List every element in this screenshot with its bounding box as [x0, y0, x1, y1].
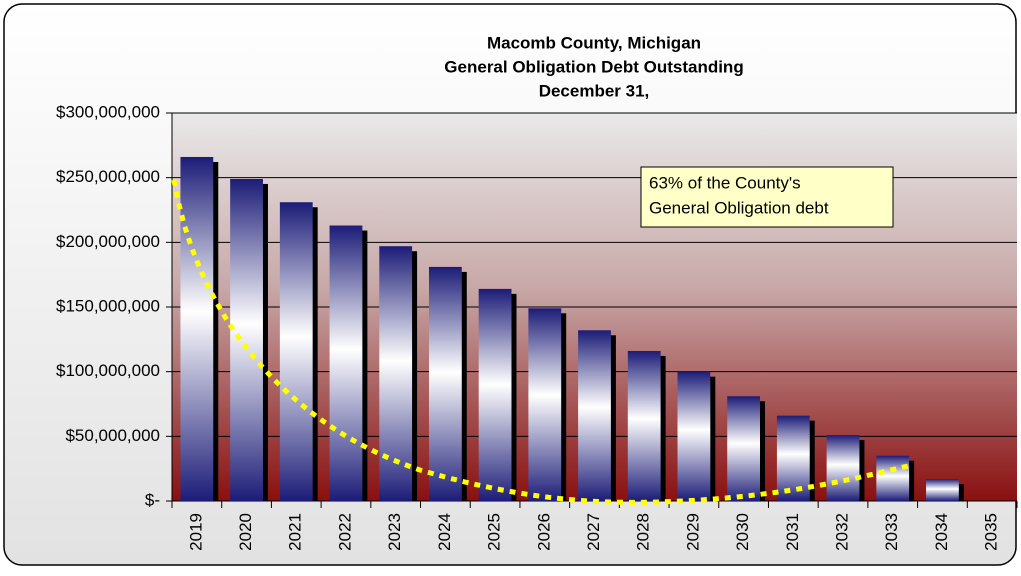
x-tick-label: 2021: [286, 513, 305, 551]
bar: [876, 455, 910, 501]
x-tick-label: 2027: [584, 513, 603, 551]
y-tick-label: $50,000,000: [65, 426, 160, 445]
y-tick-label: $150,000,000: [56, 296, 160, 315]
x-tick-label: 2020: [236, 513, 255, 551]
x-tick-label: 2031: [783, 513, 802, 551]
x-tick-label: 2032: [833, 513, 852, 551]
bar: [528, 308, 562, 501]
y-tick-label: $300,000,000: [56, 102, 160, 121]
bar: [627, 350, 661, 501]
x-tick-label: 2034: [932, 513, 951, 551]
bar: [428, 266, 462, 501]
x-tick-label: 2019: [186, 513, 205, 551]
x-tick-label: 2024: [435, 513, 454, 551]
y-tick-label: $250,000,000: [56, 167, 160, 186]
bar: [826, 435, 860, 501]
x-tick-label: 2023: [385, 513, 404, 551]
bar: [478, 288, 512, 501]
x-tick-label: 2035: [982, 513, 1001, 551]
bar: [727, 396, 761, 501]
bar: [279, 202, 313, 502]
bar: [578, 330, 611, 501]
y-tick-label: $-: [145, 490, 160, 509]
x-tick-label: 2033: [882, 513, 901, 551]
x-tick-label: 2026: [534, 513, 553, 551]
annotation: 63% of the County's: [649, 173, 801, 192]
x-tick-label: 2028: [634, 513, 653, 551]
y-tick-label: $200,000,000: [56, 232, 160, 251]
annotation-box: [640, 166, 894, 228]
bar: [677, 371, 711, 501]
trend-line: [171, 179, 913, 505]
bar: [329, 225, 363, 501]
x-tick-label: 2030: [733, 513, 752, 551]
x-tick-label: 2029: [683, 513, 702, 551]
y-tick-label: $100,000,000: [56, 361, 160, 380]
bar: [230, 178, 263, 501]
annotation: General Obligation debt: [649, 198, 829, 217]
x-tick-label: 2022: [335, 513, 354, 551]
chart-title: Macomb County, Michigan: [487, 33, 701, 52]
chart-title: December 31,: [539, 81, 650, 100]
bar: [180, 156, 214, 501]
chart-title: General Obligation Debt Outstanding: [444, 57, 743, 76]
bar: [776, 415, 810, 501]
bar: [926, 479, 959, 501]
x-tick-label: 2025: [485, 513, 504, 551]
